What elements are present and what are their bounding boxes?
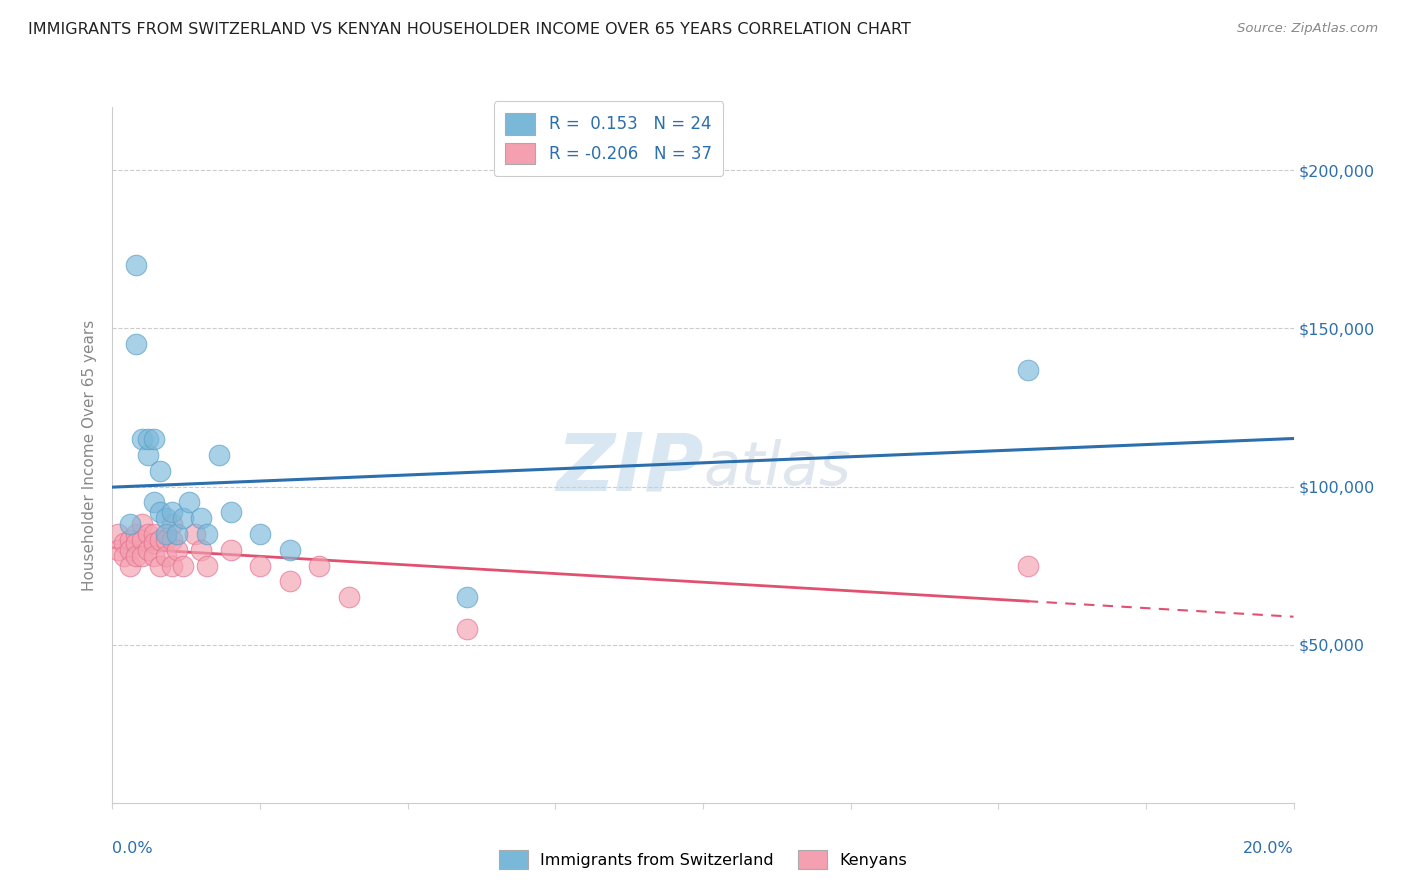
Point xyxy=(120,517,142,532)
Point xyxy=(308,558,330,573)
Point xyxy=(125,337,148,351)
Point xyxy=(120,558,142,573)
Point xyxy=(155,533,177,548)
Point xyxy=(155,549,177,563)
Point xyxy=(112,536,135,550)
Text: 0.0%: 0.0% xyxy=(112,841,153,856)
Point xyxy=(155,527,177,541)
Text: ZIP: ZIP xyxy=(555,430,703,508)
Point xyxy=(190,542,212,557)
Y-axis label: Householder Income Over 65 years: Householder Income Over 65 years xyxy=(82,319,97,591)
Point xyxy=(112,549,135,563)
Point xyxy=(125,536,148,550)
Point xyxy=(155,511,177,525)
Text: IMMIGRANTS FROM SWITZERLAND VS KENYAN HOUSEHOLDER INCOME OVER 65 YEARS CORRELATI: IMMIGRANTS FROM SWITZERLAND VS KENYAN HO… xyxy=(28,22,911,37)
Point xyxy=(195,558,218,573)
Point xyxy=(1017,558,1039,573)
Point xyxy=(149,505,172,519)
Point xyxy=(131,533,153,548)
Point xyxy=(249,558,271,573)
Point xyxy=(160,517,183,532)
Point xyxy=(166,527,188,541)
Point xyxy=(142,495,165,509)
Legend: Immigrants from Switzerland, Kenyans: Immigrants from Switzerland, Kenyans xyxy=(492,844,914,875)
Point xyxy=(107,542,129,557)
Point xyxy=(160,505,183,519)
Point xyxy=(136,448,159,462)
Point xyxy=(184,527,207,541)
Point xyxy=(337,591,360,605)
Point xyxy=(120,533,142,548)
Point xyxy=(456,622,478,636)
Point xyxy=(249,527,271,541)
Point xyxy=(149,533,172,548)
Point xyxy=(131,549,153,563)
Point xyxy=(172,558,194,573)
Point xyxy=(278,574,301,589)
Point xyxy=(131,432,153,446)
Point xyxy=(172,511,194,525)
Point xyxy=(456,591,478,605)
Point xyxy=(131,517,153,532)
Point xyxy=(136,432,159,446)
Text: 20.0%: 20.0% xyxy=(1243,841,1294,856)
Point xyxy=(136,542,159,557)
Point xyxy=(219,542,242,557)
Point xyxy=(142,527,165,541)
Point xyxy=(190,511,212,525)
Point xyxy=(160,558,183,573)
Text: atlas: atlas xyxy=(703,440,851,499)
Legend: R =  0.153   N = 24, R = -0.206   N = 37: R = 0.153 N = 24, R = -0.206 N = 37 xyxy=(494,102,723,176)
Point xyxy=(166,542,188,557)
Point xyxy=(107,527,129,541)
Point xyxy=(142,549,165,563)
Point xyxy=(142,432,165,446)
Point xyxy=(1017,362,1039,376)
Point xyxy=(195,527,218,541)
Point xyxy=(208,448,231,462)
Point xyxy=(125,258,148,272)
Point xyxy=(149,464,172,478)
Point xyxy=(278,542,301,557)
Point xyxy=(125,549,148,563)
Point xyxy=(136,527,159,541)
Point xyxy=(149,558,172,573)
Point xyxy=(219,505,242,519)
Point xyxy=(160,533,183,548)
Text: Source: ZipAtlas.com: Source: ZipAtlas.com xyxy=(1237,22,1378,36)
Point xyxy=(125,527,148,541)
Point xyxy=(120,542,142,557)
Point xyxy=(142,536,165,550)
Point xyxy=(179,495,201,509)
